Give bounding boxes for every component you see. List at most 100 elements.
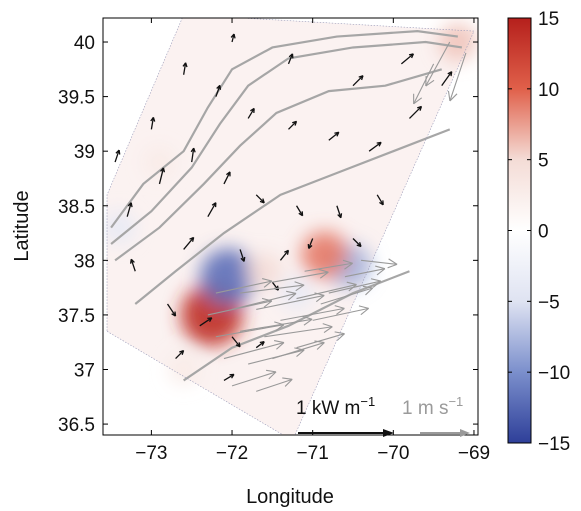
velocity-arrow: [240, 315, 313, 332]
velocity-arrow-shaft: [240, 318, 313, 332]
velocity-arrow-shaft: [328, 280, 381, 294]
velocity-arrow-head: [425, 75, 435, 87]
energy-flux-arrow: [150, 116, 156, 130]
energy-flux-arrow-shaft: [376, 194, 384, 206]
velocity-arrow-head: [358, 305, 370, 316]
velocity-arrow: [223, 340, 285, 360]
velocity-arrow-shaft: [215, 280, 273, 294]
energy-flux-arrow-head: [226, 171, 231, 177]
energy-flux-arrow-head: [115, 149, 121, 155]
energy-flux-arrow: [129, 258, 136, 272]
colorbar-tick-label: −15: [538, 434, 570, 455]
velocity-arrow-shaft: [280, 307, 345, 321]
y-axis: 36.5 37 37.5 38 38.5 39 39.5 40: [58, 33, 478, 436]
energy-flux-arrow-head: [337, 213, 343, 219]
color-field-blob: [144, 147, 174, 177]
velocity-arrow-head: [447, 90, 458, 102]
velocity-arrow-head: [370, 278, 382, 288]
energy-flux-arrow: [158, 167, 166, 185]
energy-flux-arrow-shaft: [441, 71, 453, 87]
energy-flux-arrow-shaft: [288, 120, 297, 130]
energy-flux-arrow: [199, 317, 213, 327]
y-tick-label: 36.5: [58, 415, 95, 436]
energy-flux-arrow-head: [150, 116, 156, 122]
colorbar-tick-label: 5: [538, 151, 549, 172]
energy-flux-arrow-shaft: [199, 317, 213, 327]
energy-flux-arrow-head: [127, 202, 133, 208]
energy-flux-arrow: [230, 33, 236, 43]
colorbar-ticks: 15 10 5 0 −5 −10 −15: [508, 9, 570, 455]
colorbar-tick-label: −5: [538, 292, 560, 313]
velocity-arrow-head: [334, 331, 345, 341]
velocity-arrow: [215, 278, 273, 294]
energy-flux-arrow-head: [182, 62, 188, 68]
energy-flux-arrow-head: [307, 243, 313, 249]
energy-flux-arrow-head: [334, 131, 340, 137]
y-tick-label: 40: [74, 33, 95, 54]
energy-flux-arrow-head: [235, 342, 241, 348]
energy-flux-arrow-head: [376, 141, 382, 147]
energy-flux-arrow-shaft: [223, 373, 235, 381]
velocity-arrow: [240, 281, 305, 294]
energy-flux-arrow-shaft: [158, 167, 165, 185]
energy-flux-arrow: [175, 349, 185, 360]
velocity-arrow-head: [342, 259, 353, 270]
velocity-arrow-shaft: [272, 342, 325, 360]
color-field-blob: [200, 248, 256, 305]
energy-flux-scale-key: 1 kW m−1: [296, 394, 394, 437]
velocity-arrow: [280, 305, 345, 321]
velocity-arrow-head: [375, 265, 386, 276]
energy-flux-arrow-head: [189, 236, 195, 242]
velocity-arrow-shaft: [231, 371, 277, 387]
energy-flux-arrow-shaft: [114, 149, 120, 163]
energy-flux-arrow-shaft: [328, 131, 340, 141]
velocity-arrow: [447, 52, 467, 102]
energy-flux-arrow: [166, 303, 177, 317]
velocity-arrow: [272, 340, 325, 360]
velocity-arrow-head: [314, 340, 325, 350]
energy-flux-arrow: [408, 105, 423, 119]
velocity-arrow: [296, 331, 345, 349]
energy-flux-arrow-shaft: [223, 171, 231, 185]
energy-flux-arrow-head: [211, 202, 217, 208]
energy-flux-arrow: [207, 202, 217, 217]
velocity-arrow-head: [334, 305, 345, 315]
energy-flux-arrow: [223, 171, 231, 185]
velocity-arrow-shaft: [344, 268, 386, 278]
energy-flux-arrow: [328, 131, 340, 141]
energy-flux-scale-arrowhead: [383, 429, 394, 437]
energy-flux-arrow-shaft: [215, 85, 221, 97]
colorbar-tick-label: 0: [538, 222, 549, 243]
x-axis-label: Longitude: [246, 486, 334, 508]
velocity-arrow: [231, 369, 277, 387]
energy-flux-arrow: [352, 238, 362, 248]
map-plot-area: −73 −72 −71 −70 −69 36.5 37 37.5 38 38.5 39 39.5 40…: [58, 17, 490, 464]
energy-flux-arrow-head: [250, 107, 255, 113]
velocity-arrow: [304, 259, 353, 272]
energy-flux-arrow: [255, 194, 265, 204]
plot-frame: [102, 17, 479, 436]
energy-flux-arrow-head: [160, 167, 166, 173]
energy-flux-arrow-head: [216, 84, 222, 90]
energy-flux-arrow-shaft: [352, 75, 364, 87]
energy-flux-arrow: [288, 120, 298, 130]
energy-flux-arrow: [183, 236, 195, 250]
velocity-arrow-shaft: [361, 259, 398, 265]
velocity-arrow-shaft: [413, 63, 435, 105]
color-field-layer: [103, 23, 477, 385]
velocity-arrow-head: [302, 315, 313, 326]
velocity-arrow-shaft: [425, 41, 451, 87]
energy-flux-arrow-head: [447, 71, 453, 77]
colorbar: 15 10 5 0 −5 −10 −15: [507, 9, 570, 455]
energy-flux-arrow-shaft: [295, 205, 304, 217]
velocity-arrow-head: [266, 369, 277, 380]
energy-flux-arrow: [114, 149, 121, 163]
energy-flux-arrow: [368, 141, 382, 152]
isobath-line: [114, 68, 443, 262]
velocity-arrow-head: [261, 297, 273, 308]
energy-flux-arrow: [307, 238, 314, 249]
velocity-arrow-head: [322, 323, 333, 333]
y-tick-label: 39: [74, 142, 95, 163]
energy-flux-arrow: [126, 202, 133, 217]
